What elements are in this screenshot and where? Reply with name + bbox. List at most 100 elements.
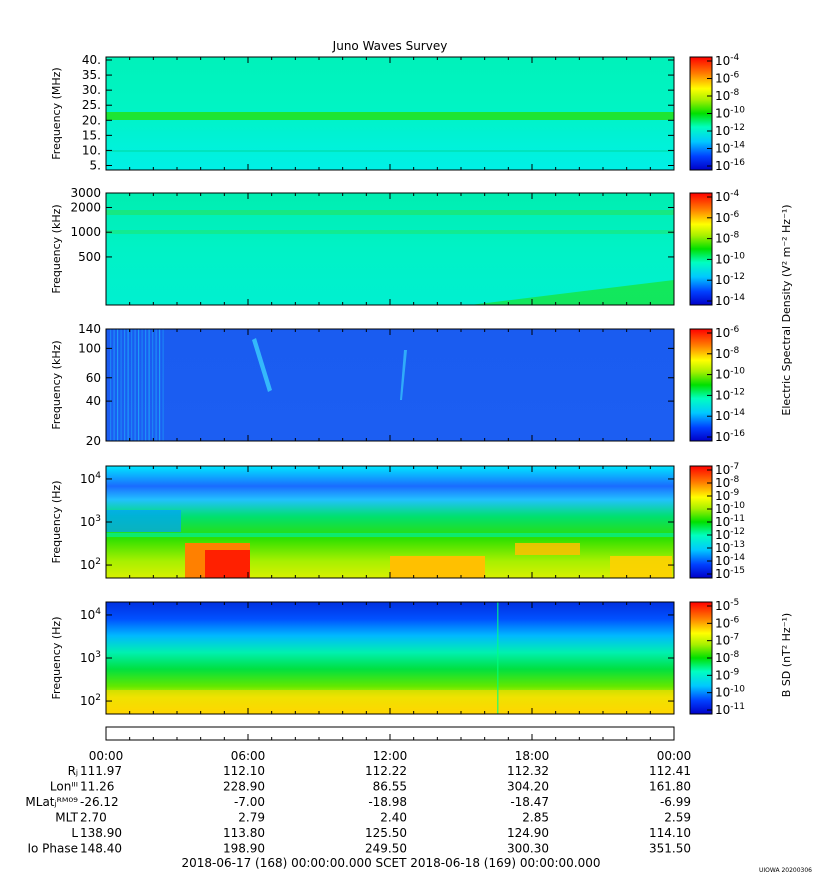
- y-tick-label: 40.: [82, 53, 101, 67]
- ephemeris-value: 112.32: [507, 764, 549, 778]
- ephemeris-row-label: Lonᴵᴵᴵ: [50, 780, 78, 794]
- ephemeris-value: 11.26: [80, 780, 114, 794]
- colorbar-tick-label: 10-14: [715, 293, 745, 308]
- ephemeris-value: 198.90: [223, 842, 265, 856]
- colorbar-tick-label: 10-9: [715, 667, 740, 682]
- time-tick-label: 06:00: [231, 749, 266, 763]
- y-tick-label: 40: [86, 394, 101, 408]
- ephemeris-value: 249.50: [365, 842, 407, 856]
- y-tick-label: 103: [80, 514, 101, 529]
- colorbar-tick-label: 10-10: [715, 501, 745, 516]
- y-tick-label: 104: [80, 607, 101, 622]
- spectrogram-3: [106, 329, 674, 441]
- ephemeris-row-label: Rⱼ: [68, 764, 78, 778]
- y-axis-label: Frequency (kHz): [50, 204, 63, 293]
- y-tick-label: 100: [78, 341, 101, 355]
- y-tick-label: 25.: [82, 98, 101, 112]
- y-tick-label: 3000: [70, 186, 101, 200]
- emission-streak: [159, 329, 161, 441]
- ephemeris-value: 113.80: [223, 826, 265, 840]
- colorbar-tick-label: 10-10: [715, 685, 745, 700]
- colorbar-tick-label: 10-12: [715, 272, 745, 287]
- colorbar-tick-label: 10-14: [715, 141, 745, 156]
- ephemeris-value: 112.22: [365, 764, 407, 778]
- y-tick-label: 5.: [90, 158, 101, 172]
- emission-band: [106, 150, 674, 152]
- ephemeris-row-label: MLT: [55, 811, 78, 825]
- watermark: UIOWA 20200306: [759, 867, 812, 874]
- emission-streak: [120, 329, 122, 441]
- panel-1: 40.35.30.25.20.15.10.5. Frequency (MHz) 10…: [50, 53, 745, 173]
- ephemeris-value: 2.70: [80, 811, 107, 825]
- emission-band: [106, 210, 674, 215]
- colorbar-tick-label: 10-14: [715, 408, 745, 423]
- time-tick-label: 12:00: [373, 749, 408, 763]
- y-tick-label: 103: [80, 650, 101, 665]
- emission-streak: [155, 329, 157, 441]
- time-axis: [105, 726, 675, 741]
- y-tick-label: 15.: [82, 128, 101, 142]
- emission-region: [470, 280, 674, 305]
- colorbar-tick-label: 10-12: [715, 527, 745, 542]
- ephemeris-value: 138.90: [80, 826, 122, 840]
- y-tick-label: 1000: [70, 225, 101, 239]
- ephemeris-value: 124.90: [507, 826, 549, 840]
- colorbar-tick-label: 10-16: [715, 158, 745, 173]
- colorbar-tick-label: 10-7: [715, 633, 739, 648]
- colorbar-tick-label: 10-4: [715, 53, 740, 68]
- y-tick-label: 10.: [82, 143, 101, 157]
- emission-streak: [141, 329, 143, 441]
- ephemeris-value: 86.55: [373, 780, 407, 794]
- ephemeris-value: 112.10: [223, 764, 265, 778]
- emission-streak: [134, 329, 136, 441]
- colorbar-tick-label: 10-8: [715, 231, 740, 246]
- emission-band: [106, 112, 674, 120]
- colorbar-tick-label: 10-4: [715, 189, 740, 204]
- emission-streak: [117, 329, 119, 441]
- emission-streak: [400, 350, 407, 400]
- electric-colorbar-label: Electric Spectral Density (V² m⁻² Hz⁻¹): [780, 204, 793, 415]
- colorbar-tick-label: 10-10: [715, 106, 745, 121]
- ephemeris-value: 114.10: [649, 826, 691, 840]
- colorbar-tick-label: 10-6: [715, 325, 740, 340]
- emission-streak: [131, 329, 133, 441]
- time-tick-label: 00:00: [657, 749, 692, 763]
- ephemeris-value: 300.30: [507, 842, 549, 856]
- y-axis-label: Frequency (MHz): [50, 67, 63, 159]
- panel-3: 140 100 60 40 20 Frequency (kHz) 10-6 10-8 10-10…: [50, 322, 745, 448]
- emission-region: [106, 510, 181, 532]
- colorbar-tick-label: 10-15: [715, 566, 745, 581]
- y-tick-label: 30.: [82, 83, 101, 97]
- colorbar-2: [689, 192, 713, 306]
- y-tick-label: 20: [86, 434, 101, 448]
- spectrogram-panels: 40.35.30.25.20.15.10.5. Frequency (MHz) 10…: [50, 53, 745, 717]
- magnetic-colorbar-label: B SD (nT² Hz⁻¹): [780, 613, 793, 697]
- emission-streak: [138, 329, 140, 441]
- emission-region: [515, 543, 580, 555]
- emission-streak: [152, 329, 154, 441]
- ephemeris-value: 304.20: [507, 780, 549, 794]
- ephemeris-value: 2.59: [664, 811, 691, 825]
- ephemeris-value: 125.50: [365, 826, 407, 840]
- colorbar-tick-label: 10-11: [715, 514, 745, 529]
- emission-band: [106, 230, 674, 234]
- colorbar-tick-label: 10-14: [715, 553, 745, 568]
- colorbar-tick-label: 10-6: [715, 71, 740, 86]
- y-tick-label: 2000: [70, 200, 101, 214]
- y-tick-label: 20.: [82, 113, 101, 127]
- ephemeris-value: 2.79: [238, 811, 265, 825]
- ephemeris-table: 00:00 06:00 12:00 18:00 00:00 Rⱼ 111.97 112.10 1…: [25, 749, 691, 856]
- ephemeris-value: 2.40: [380, 811, 407, 825]
- colorbar-tick-label: 10-10: [715, 251, 745, 266]
- emission-streak: [113, 329, 115, 441]
- y-tick-label: 102: [80, 693, 101, 708]
- colorbar-tick-label: 10-13: [715, 540, 745, 555]
- emission-streak: [252, 338, 272, 392]
- y-tick-label: 500: [78, 250, 101, 264]
- colorbar-tick-label: 10-12: [715, 387, 745, 402]
- y-axis-label: Frequency (Hz): [50, 617, 63, 700]
- ephemeris-row-label: Io Phase: [27, 842, 78, 856]
- y-tick-label: 35.: [82, 68, 101, 82]
- colorbar-tick-label: 10-12: [715, 123, 745, 138]
- y-tick-label: 104: [80, 471, 101, 486]
